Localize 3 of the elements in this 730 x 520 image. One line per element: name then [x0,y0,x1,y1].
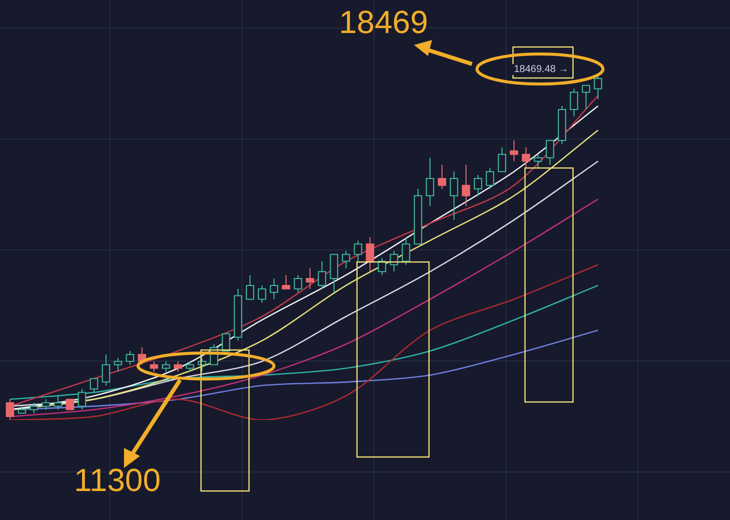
text: 11300 [74,462,161,499]
annotation: 18469.48 → [512,64,570,75]
text: 18469 [339,4,428,41]
